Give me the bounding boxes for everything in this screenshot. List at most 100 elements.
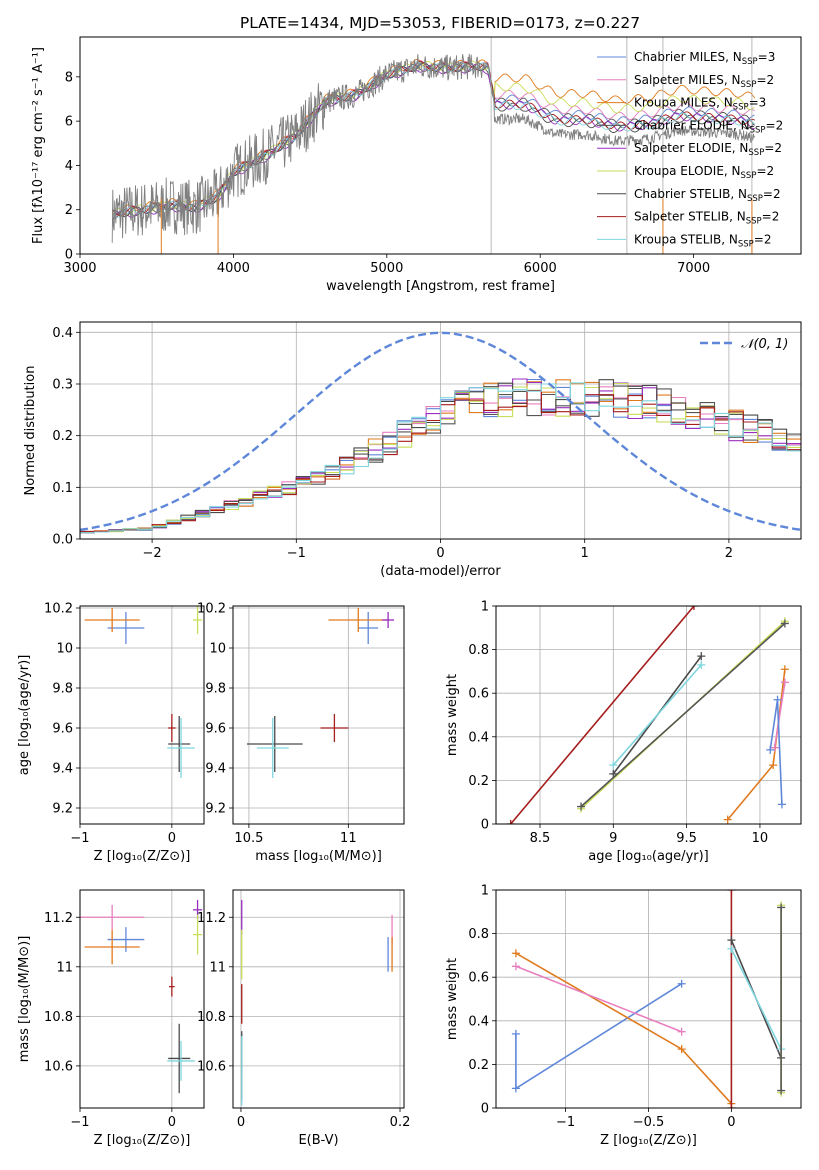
point-marker bbox=[689, 606, 698, 610]
x-axis-label: (data-model)/error bbox=[380, 564, 501, 579]
x-axis-label: E(B-V) bbox=[298, 1133, 338, 1148]
series-line bbox=[580, 622, 786, 808]
y-tick-label: 0.2 bbox=[468, 774, 489, 789]
point-marker bbox=[766, 745, 775, 754]
y-tick-label: 10.6 bbox=[44, 1059, 73, 1074]
point-marker bbox=[780, 665, 789, 674]
y-tick-label: 0 bbox=[481, 818, 489, 833]
y-tick-label: 9.4 bbox=[52, 762, 73, 777]
series-line bbox=[515, 952, 732, 1105]
legend-label: Kroupa STELIB, NSSP=2 bbox=[634, 232, 772, 249]
point-marker bbox=[723, 815, 732, 824]
y-tick-label: 0 bbox=[481, 1102, 489, 1117]
panel-age_vs_Z: −1 0 9.2 9.4 9.6 9.8 10 10.2 Z [log₁₀(Z/Z⊙)] age … bbox=[17, 602, 205, 864]
point-marker bbox=[777, 903, 786, 912]
data-point bbox=[168, 716, 191, 772]
data-point bbox=[167, 1041, 195, 1081]
plot-area bbox=[80, 899, 203, 1094]
y-tick-label: 0.4 bbox=[468, 730, 489, 745]
x-tick-label: 7000 bbox=[677, 261, 710, 276]
data-point bbox=[107, 612, 145, 644]
point-marker bbox=[697, 660, 706, 669]
y-tick-label: 10.8 bbox=[197, 1010, 226, 1025]
panel-mass_vs_EBV: 0 0.2 10.6 10.8 11 11.2 E(B-V) bbox=[197, 889, 411, 1148]
plot-area bbox=[241, 899, 393, 1106]
x-tick-label: −1 bbox=[287, 546, 306, 561]
x-tick-label: 6000 bbox=[524, 261, 557, 276]
y-tick-label: 0.1 bbox=[52, 481, 73, 496]
series-kroupa-miles bbox=[723, 665, 789, 824]
y-axis-label: mass [log₁₀(M/M⊙)] bbox=[17, 936, 32, 1063]
x-axis-label: age [log₁₀(age/yr)] bbox=[588, 849, 709, 864]
panel-age_vs_mass: 10.5 11 9.2 9.4 9.6 9.8 10 10.2 mass [log₁₀(M/M⊙… bbox=[197, 602, 405, 864]
x-tick-label: 0.2 bbox=[390, 1115, 411, 1130]
data-point bbox=[382, 612, 395, 628]
data-point bbox=[168, 714, 176, 742]
point-marker bbox=[577, 802, 586, 811]
x-tick-label: 10 bbox=[752, 831, 769, 846]
y-tick-label: 11.2 bbox=[44, 911, 73, 926]
point-marker bbox=[769, 761, 778, 770]
point-marker bbox=[777, 800, 786, 809]
plot-area bbox=[80, 331, 801, 534]
series-line bbox=[773, 682, 786, 748]
x-tick-label: −2 bbox=[143, 546, 162, 561]
point-marker bbox=[780, 678, 789, 687]
grid-lines bbox=[79, 890, 204, 1108]
point-marker bbox=[506, 820, 515, 824]
x-tick-label: −1 bbox=[70, 1115, 89, 1130]
y-tick-label: 0 bbox=[65, 248, 73, 263]
y-tick-label: 9.8 bbox=[52, 682, 73, 697]
point-marker bbox=[727, 890, 736, 894]
y-tick-label: 1 bbox=[481, 884, 489, 899]
point-marker bbox=[677, 1027, 686, 1036]
axes-frame bbox=[495, 605, 802, 825]
figure-title: PLATE=1434, MJD=53053, FIBERID=0173, z=0… bbox=[240, 14, 640, 32]
series-kroupa-stelib bbox=[727, 944, 786, 1054]
observed-spectrum-line bbox=[111, 53, 756, 243]
y-tick-label: 9.2 bbox=[52, 802, 73, 817]
legend-label: Salpeter ELODIE, NSSP=2 bbox=[634, 141, 782, 158]
series-line bbox=[727, 669, 786, 821]
legend-label: Kroupa ELODIE, NSSP=2 bbox=[634, 164, 774, 181]
grid-lines bbox=[496, 889, 801, 1109]
data-point bbox=[192, 606, 203, 634]
panel-weight_vs_Z: −1 −0.5 0 0 0.2 0.4 0.6 0.8 1 Z [log₁₀(Z/Z⊙)] mass… bbox=[445, 884, 802, 1148]
y-tick-label: 11.2 bbox=[197, 911, 226, 926]
x-axis-label: Z [log₁₀(Z/Z⊙)] bbox=[600, 1133, 697, 1148]
point-marker bbox=[609, 761, 618, 770]
gaussian-curve bbox=[80, 331, 801, 532]
y-tick-label: 9.6 bbox=[205, 722, 226, 737]
y-tick-label: 0.4 bbox=[468, 1014, 489, 1029]
grid-lines bbox=[233, 890, 404, 1108]
series-line bbox=[612, 664, 702, 766]
series-chabrier-elodie bbox=[577, 619, 789, 811]
x-tick-label: 10.5 bbox=[234, 831, 263, 846]
y-axis-label: mass weight bbox=[445, 958, 460, 1040]
x-tick-label: 0 bbox=[436, 546, 444, 561]
point-marker bbox=[511, 949, 520, 958]
data-point bbox=[256, 718, 289, 778]
series-kroupa-stelib bbox=[609, 660, 706, 770]
x-axis-label: Z [log₁₀(Z/Z⊙)] bbox=[94, 849, 191, 864]
plot-area bbox=[111, 37, 756, 254]
y-tick-label: 11 bbox=[56, 960, 73, 975]
data-point bbox=[84, 608, 140, 632]
point-marker bbox=[727, 944, 736, 953]
x-tick-label: 4000 bbox=[217, 261, 250, 276]
point-marker bbox=[677, 1045, 686, 1054]
y-tick-label: 11 bbox=[209, 960, 226, 975]
legend-label: Chabrier STELIB, NSSP=2 bbox=[634, 187, 781, 204]
point-marker bbox=[511, 962, 520, 971]
data-point bbox=[320, 714, 349, 742]
series-salpeter-miles bbox=[770, 678, 789, 752]
axes-frame bbox=[232, 889, 405, 1109]
series-salpeter-miles bbox=[511, 962, 686, 1036]
x-axis-label: Z [log₁₀(Z/Z⊙)] bbox=[94, 1133, 191, 1148]
axes-frame bbox=[79, 605, 205, 825]
y-tick-label: 0.6 bbox=[468, 687, 489, 702]
spectrum-legend: Chabrier MILES, NSSP=3 Salpeter MILES, NS… bbox=[597, 50, 783, 249]
y-tick-label: 10.2 bbox=[197, 602, 226, 617]
data-point bbox=[167, 718, 195, 778]
